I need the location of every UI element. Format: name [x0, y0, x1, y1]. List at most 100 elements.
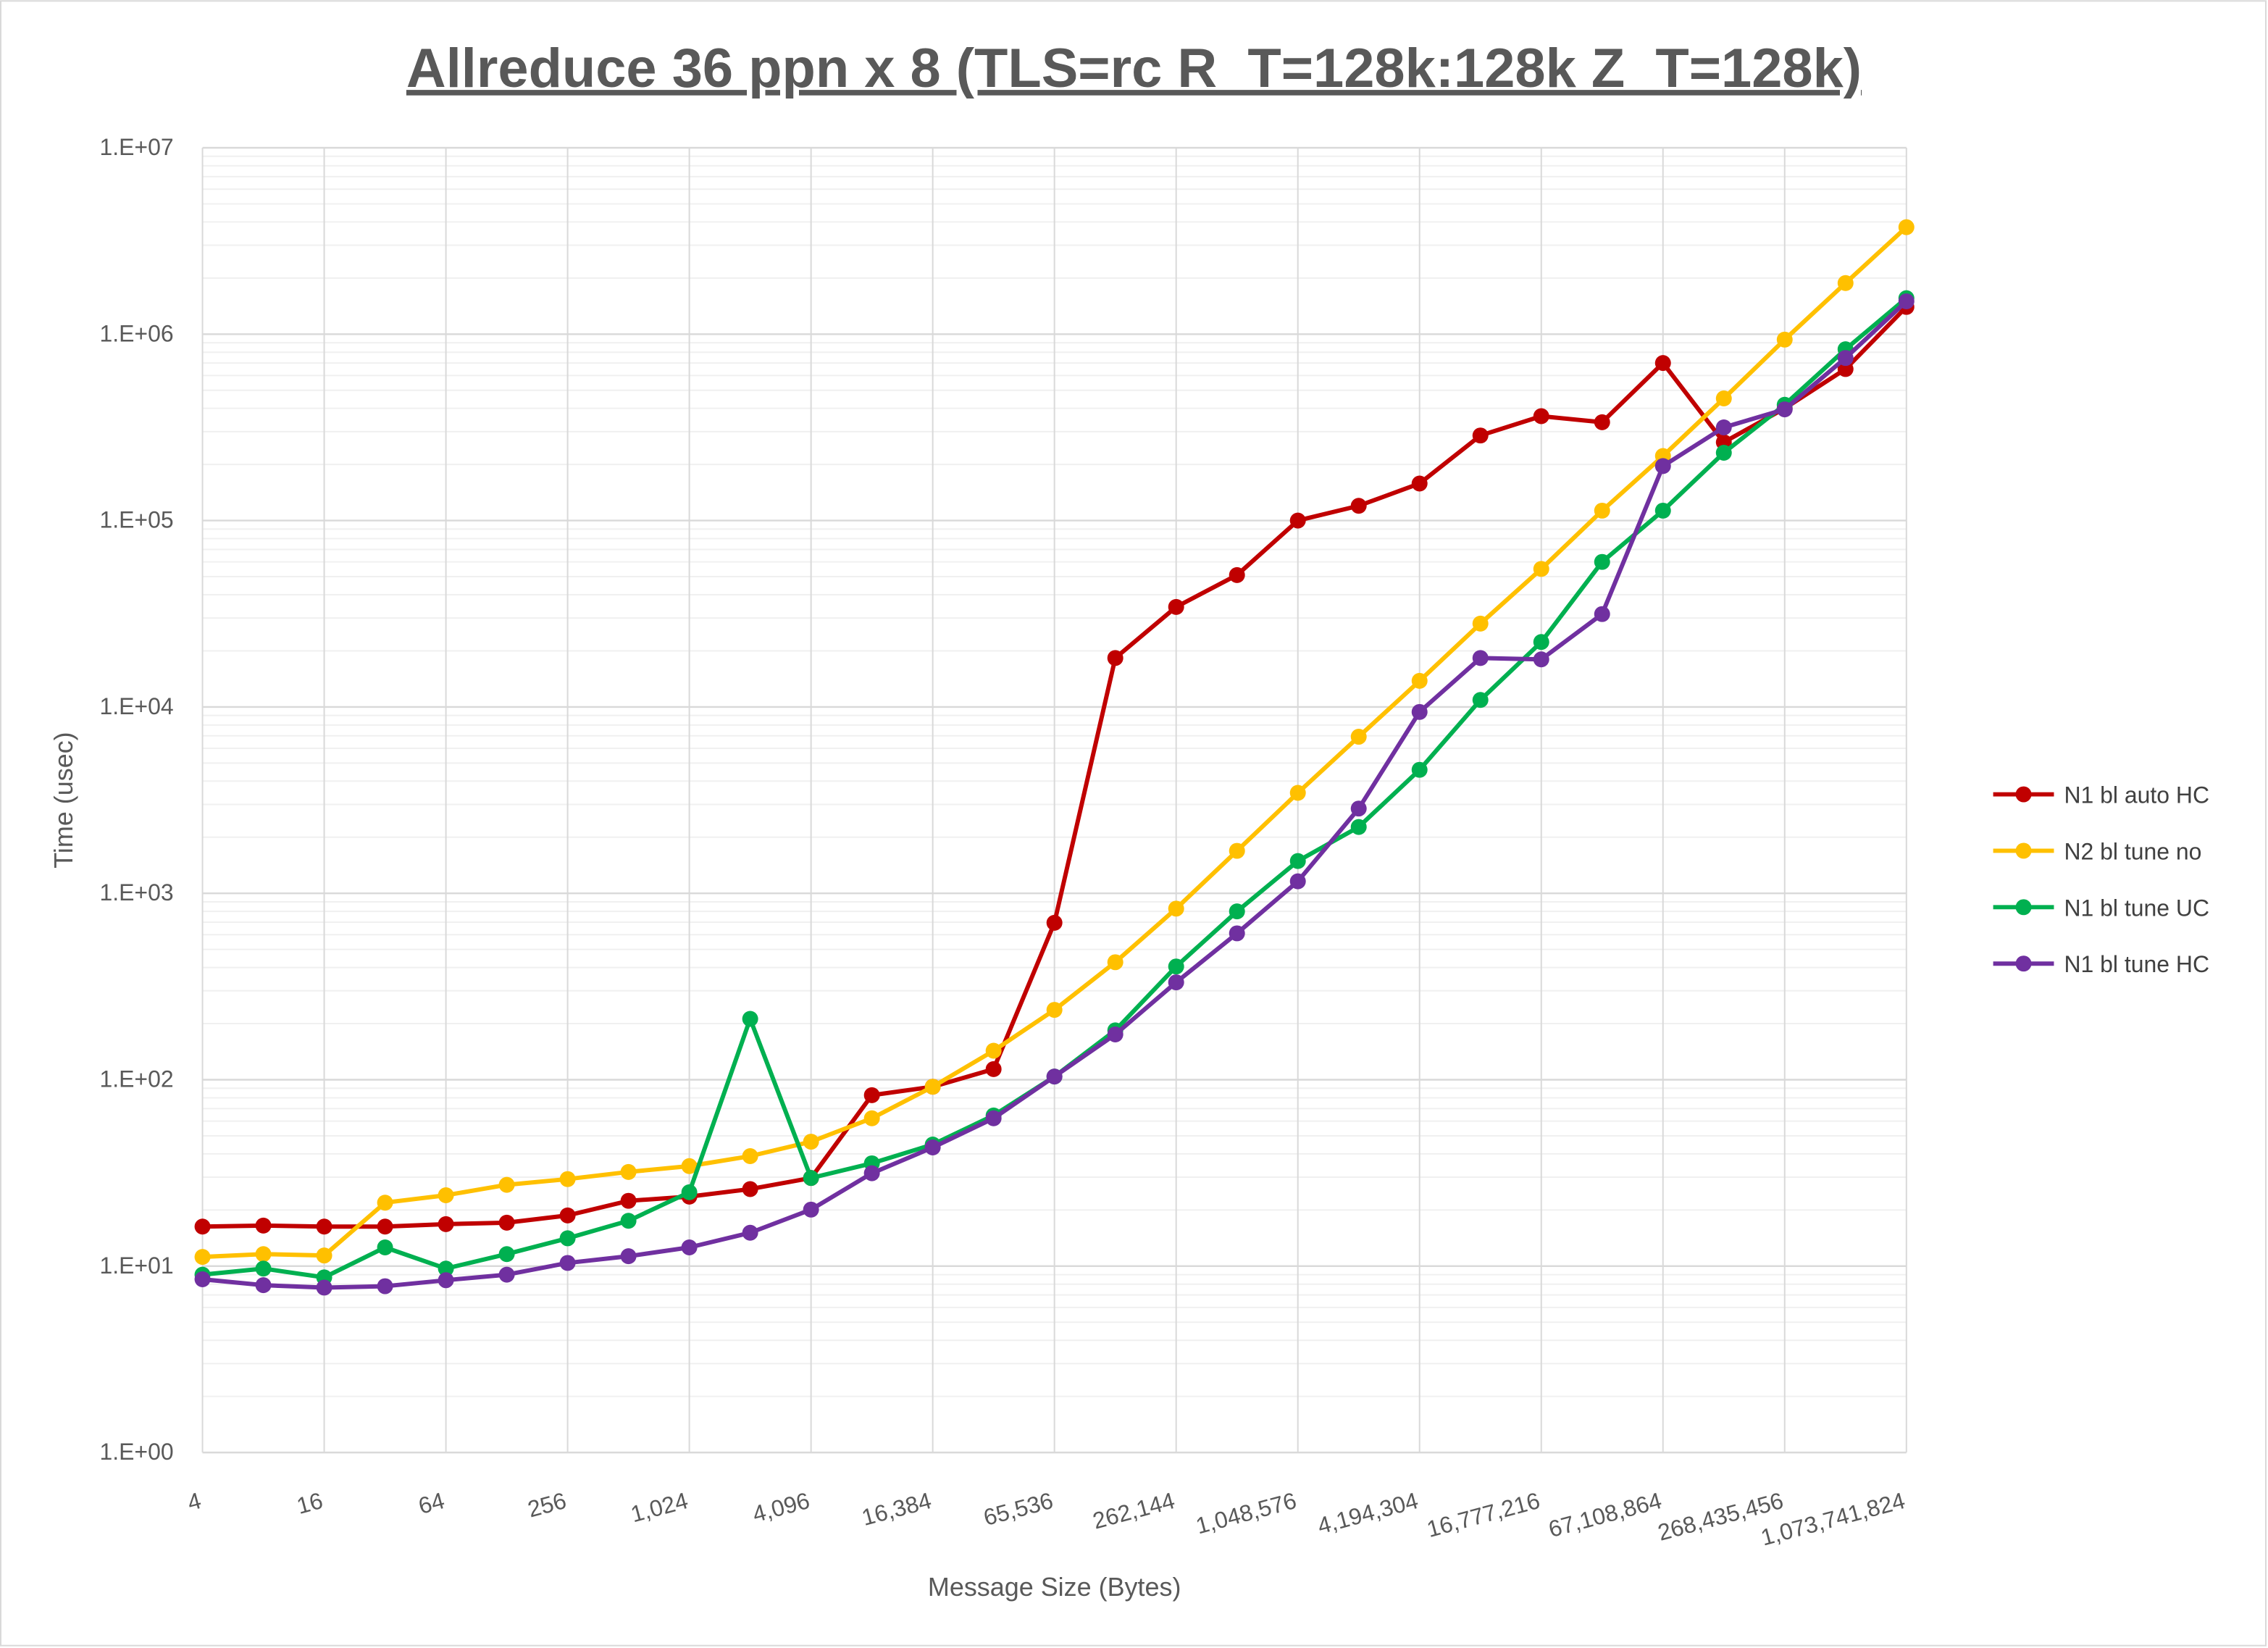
data-point	[316, 1218, 332, 1235]
data-point	[985, 1110, 1002, 1126]
data-point	[194, 1271, 211, 1287]
data-point	[863, 1165, 880, 1181]
data-point	[255, 1217, 272, 1234]
data-point	[1898, 219, 1915, 235]
data-point	[681, 1158, 698, 1174]
legend-item: N1 bl tune HC	[1993, 951, 2209, 977]
data-point	[620, 1192, 637, 1209]
data-point	[1168, 974, 1184, 991]
data-point	[1289, 873, 1306, 890]
data-point	[742, 1224, 758, 1241]
data-point	[1229, 925, 1245, 942]
data-point	[1046, 1002, 1063, 1019]
data-point	[1837, 361, 1854, 377]
data-point	[1594, 553, 1610, 570]
y-tick-label: 1.E+01	[99, 1252, 173, 1279]
data-point	[1472, 615, 1489, 632]
y-tick-label: 1.E+05	[99, 507, 173, 533]
data-point	[1289, 785, 1306, 801]
data-point	[559, 1230, 576, 1247]
data-point	[316, 1247, 332, 1264]
legend-marker	[2015, 899, 2032, 916]
legend-marker	[2015, 842, 2032, 859]
data-point	[1594, 414, 1610, 430]
y-tick-label: 1.E+00	[99, 1439, 173, 1465]
data-point	[863, 1110, 880, 1126]
data-point	[1229, 566, 1245, 583]
data-point	[1107, 650, 1123, 666]
data-point	[498, 1214, 515, 1231]
data-point	[438, 1187, 454, 1203]
data-point	[803, 1134, 819, 1150]
data-point	[620, 1163, 637, 1180]
data-point	[1472, 650, 1489, 666]
legend-label: N2 bl tune no	[2064, 838, 2201, 864]
legend-item: N1 bl tune UC	[1993, 895, 2209, 921]
data-point	[1898, 293, 1915, 309]
data-point	[438, 1260, 454, 1277]
data-point	[985, 1061, 1002, 1077]
data-point	[924, 1079, 941, 1095]
gridlines	[201, 146, 1907, 1454]
data-point	[1107, 954, 1123, 971]
data-point	[377, 1239, 393, 1255]
data-point	[1107, 1026, 1123, 1042]
data-point	[1533, 408, 1549, 424]
series-n2-bl-tune-no	[194, 219, 1915, 1266]
data-point	[1411, 672, 1428, 689]
data-point	[1837, 275, 1854, 291]
data-point	[1350, 800, 1367, 817]
data-point	[255, 1277, 272, 1294]
data-point	[1776, 401, 1793, 418]
data-point	[559, 1171, 576, 1187]
data-point	[498, 1246, 515, 1263]
y-tick-label: 1.E+07	[99, 134, 173, 160]
data-point	[742, 1148, 758, 1164]
y-axis-ticks: 1.E+00 1.E+01 1.E+02 1.E+03 1.E+04 1.E+05 1.E+…	[99, 134, 173, 1465]
data-point	[681, 1239, 698, 1255]
data-point	[377, 1218, 393, 1235]
data-point	[1229, 903, 1245, 920]
data-point	[681, 1184, 698, 1200]
data-point	[1046, 1068, 1063, 1085]
data-point	[377, 1278, 393, 1294]
y-tick-label: 1.E+06	[99, 320, 173, 346]
data-point	[498, 1176, 515, 1193]
data-point	[498, 1266, 515, 1283]
legend-label: N1 bl tune UC	[2064, 895, 2209, 921]
data-point	[1289, 853, 1306, 869]
legend: N1 bl auto HC N2 bl tune no N1 bl tune UC N…	[1993, 782, 2209, 977]
data-point	[1229, 842, 1245, 859]
data-point	[1837, 350, 1854, 367]
x-tick-label: 16	[294, 1487, 326, 1519]
y-tick-label: 1.E+02	[99, 1066, 173, 1092]
data-point	[803, 1170, 819, 1187]
legend-item: N2 bl tune no	[1993, 838, 2201, 864]
legend-label: N1 bl auto HC	[2064, 782, 2209, 808]
data-point	[1654, 355, 1671, 372]
data-point	[255, 1260, 272, 1277]
legend-marker	[2015, 786, 2032, 803]
series-n1-bl-tune-hc	[194, 293, 1915, 1296]
data-point	[559, 1207, 576, 1224]
data-point	[1654, 458, 1671, 474]
data-point	[742, 1181, 758, 1197]
data-point	[1289, 512, 1306, 529]
data-point	[559, 1255, 576, 1271]
data-point	[316, 1279, 332, 1296]
data-point	[1350, 729, 1367, 745]
data-point	[1594, 606, 1610, 622]
data-point	[1168, 958, 1184, 975]
data-point	[803, 1201, 819, 1218]
x-axis-label: Message Size (Bytes)	[928, 1572, 1181, 1602]
y-tick-label: 1.E+04	[99, 693, 173, 719]
data-point	[1168, 900, 1184, 917]
data-point	[620, 1248, 637, 1265]
data-point	[1411, 761, 1428, 778]
data-point	[1046, 914, 1063, 931]
data-point	[255, 1246, 272, 1263]
data-point	[1411, 703, 1428, 720]
data-point	[438, 1216, 454, 1232]
